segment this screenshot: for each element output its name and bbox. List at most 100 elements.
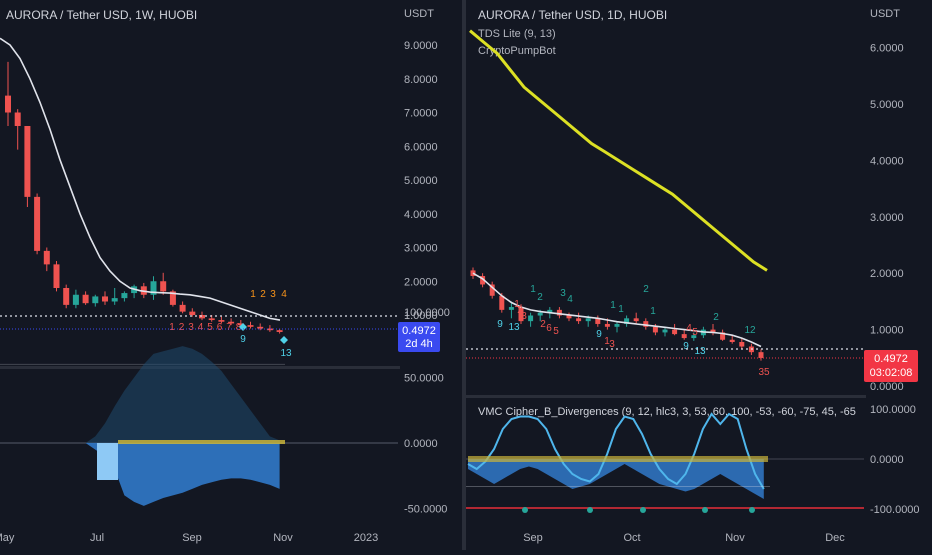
right-osc-tick: 100.0000 bbox=[870, 404, 916, 416]
left-currency-label: USDT bbox=[404, 8, 434, 20]
candle-body bbox=[189, 311, 196, 315]
right-osc-signal-dot bbox=[640, 507, 646, 513]
left-price-tick: 9.0000 bbox=[404, 40, 438, 52]
candle-body bbox=[518, 307, 524, 322]
left-td-orange-label: 1 bbox=[250, 289, 256, 300]
candle-body bbox=[566, 315, 572, 319]
candle-body bbox=[121, 293, 128, 299]
candle-body bbox=[633, 318, 639, 322]
candle-body bbox=[662, 329, 668, 333]
candle-body bbox=[720, 332, 726, 340]
right-time-label: Dec bbox=[825, 532, 845, 544]
right-td-green-label: 2 bbox=[643, 284, 649, 295]
left-osc-tick: 100.0000 bbox=[404, 307, 450, 319]
left-time-axis: May Jul Sep Nov 2023 bbox=[0, 532, 378, 544]
right-td-green-label: 1 bbox=[610, 300, 616, 311]
candle-body bbox=[643, 321, 649, 327]
candle-body bbox=[604, 323, 610, 327]
candle-body bbox=[208, 318, 215, 321]
right-currency-label: USDT bbox=[870, 8, 900, 20]
candle-body bbox=[681, 334, 687, 339]
right-time-label: Nov bbox=[725, 532, 745, 544]
right-osc-wave-line bbox=[467, 412, 765, 490]
candle-body bbox=[92, 296, 99, 304]
right-td-red-label: 5 bbox=[553, 326, 559, 337]
candle-body bbox=[537, 312, 543, 316]
right-td-red-label: 6 bbox=[546, 323, 552, 334]
right-osc-signal-dot bbox=[522, 507, 528, 513]
candle-body bbox=[729, 339, 735, 343]
left-time-label: May bbox=[0, 532, 15, 544]
left-countdown: 2d 4h bbox=[405, 338, 433, 350]
right-td-red-label: 1 bbox=[514, 299, 520, 310]
left-osc-tick: -50.0000 bbox=[404, 504, 447, 516]
right-pane-divider[interactable] bbox=[466, 395, 866, 398]
left-last-price-value: 0.4972 bbox=[402, 325, 436, 337]
right-osc-signal-dot bbox=[702, 507, 708, 513]
candle-body bbox=[508, 307, 514, 310]
left-osc-yellow-band bbox=[118, 440, 285, 444]
right-td-green-label: 1 bbox=[650, 306, 656, 317]
left-time-label: Jul bbox=[90, 532, 104, 544]
left-td-red-label: 5 bbox=[207, 322, 213, 333]
candle-body bbox=[266, 328, 273, 331]
right-moving-averages bbox=[469, 29, 768, 348]
left-td-red-label: 6 bbox=[217, 322, 223, 333]
left-osc-money-flow-area bbox=[8, 443, 280, 506]
right-td-red-label: 2 bbox=[517, 305, 523, 316]
right-td-cyan-label: 9 bbox=[683, 341, 689, 352]
candle-body bbox=[218, 320, 225, 322]
right-td-cyan-label: 9 bbox=[596, 329, 602, 340]
right-osc-yellow-band bbox=[468, 456, 768, 462]
left-td-red-label: 2 bbox=[179, 322, 185, 333]
candle-body bbox=[34, 196, 41, 251]
candle-body bbox=[150, 281, 157, 295]
right-slow-ma-line bbox=[469, 29, 768, 272]
candle-body bbox=[547, 309, 553, 313]
candle-body bbox=[72, 294, 79, 305]
left-osc-tick: 0.0000 bbox=[404, 438, 438, 450]
left-price-tick: 4.0000 bbox=[404, 209, 438, 221]
right-price-tick: 5.0000 bbox=[870, 99, 904, 111]
left-td-red-label: 4 bbox=[198, 322, 204, 333]
left-td-orange-label: 2 bbox=[260, 289, 266, 300]
right-price-tick: 3.0000 bbox=[870, 212, 904, 224]
candle-body bbox=[257, 326, 264, 329]
candle-body bbox=[63, 288, 70, 305]
candle-body bbox=[691, 335, 697, 339]
right-price-axis: 6.0000 5.0000 4.0000 3.0000 2.0000 1.0000 0.00… bbox=[870, 43, 904, 393]
left-osc-highlight-bar bbox=[97, 443, 118, 480]
left-diamond-marker bbox=[280, 336, 288, 344]
right-price-tick: 2.0000 bbox=[870, 268, 904, 280]
vmc-cipher-title: VMC Cipher_B_Divergences (9, 12, hlc3, 3… bbox=[478, 406, 856, 418]
right-osc-signal-dot bbox=[749, 507, 755, 513]
candle-body bbox=[160, 281, 167, 292]
left-time-label: Sep bbox=[182, 532, 202, 544]
candle-body bbox=[595, 318, 601, 324]
right-td-red-label: 4 bbox=[686, 323, 692, 334]
candle-body bbox=[5, 95, 11, 113]
right-td-green-label: 1 bbox=[530, 284, 536, 295]
indicator-tds-lite[interactable]: TDS Lite (9, 13) bbox=[478, 28, 556, 40]
candle-body bbox=[82, 294, 89, 304]
left-td-red-label: 1 bbox=[169, 322, 175, 333]
right-td-green-label: 4 bbox=[567, 294, 573, 305]
candle-body bbox=[24, 126, 31, 197]
right-td-cyan-label: 13 bbox=[694, 346, 706, 357]
right-time-axis: Sep Oct Nov Dec bbox=[523, 532, 845, 544]
right-osc-tick: 0.0000 bbox=[870, 454, 904, 466]
right-time-label: Oct bbox=[623, 532, 640, 544]
candle-body bbox=[758, 352, 764, 358]
right-price-tick: 4.0000 bbox=[870, 155, 904, 167]
candle-body bbox=[624, 318, 630, 324]
right-price-tick: 0.0000 bbox=[870, 381, 904, 393]
panel-divider[interactable] bbox=[462, 0, 466, 550]
right-osc-tick: -100.0000 bbox=[870, 504, 920, 516]
right-ma-line bbox=[472, 272, 762, 348]
right-td-red-label: 3 bbox=[521, 311, 527, 322]
left-time-label: 2023 bbox=[354, 532, 378, 544]
